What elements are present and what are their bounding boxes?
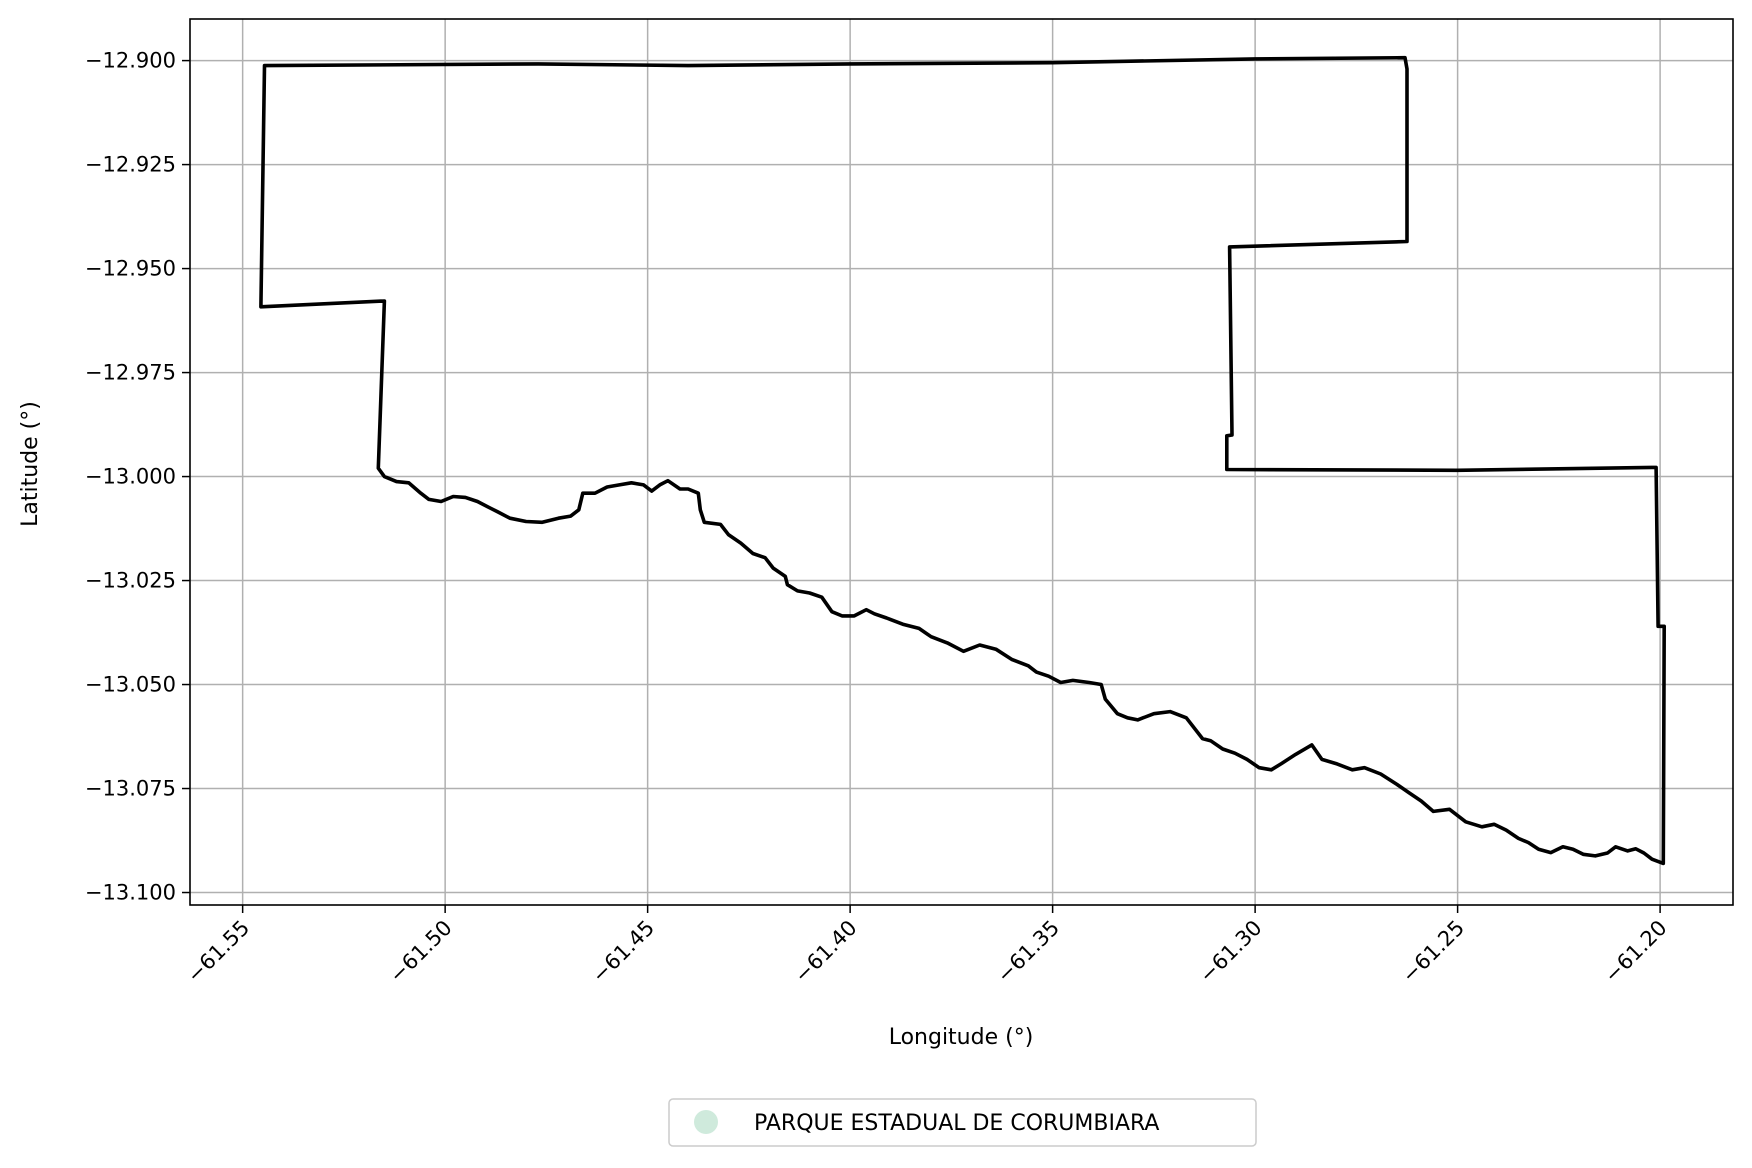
grid-lines [190, 19, 1733, 905]
x-tick-label: −61.45 [587, 916, 659, 988]
x-tick-label: −61.35 [992, 916, 1064, 988]
y-tick-label: −12.975 [85, 361, 176, 385]
y-tick-label: −13.025 [85, 569, 176, 593]
legend-label: PARQUE ESTADUAL DE CORUMBIARA [754, 1111, 1159, 1136]
y-axis-ticks: −12.900 −12.925 −12.950 −12.975 −13.000 −13.0… [85, 49, 190, 905]
x-axis-label: Longitude (°) [889, 1025, 1034, 1050]
legend: PARQUE ESTADUAL DE CORUMBIARA [668, 1098, 1257, 1147]
legend-frame [668, 1098, 1257, 1147]
boundary-layer [259, 55, 1666, 866]
x-axis-ticks: −61.55 −61.50 −61.45 −61.40 −61.35 −61.30 −61.… [182, 905, 1672, 988]
y-tick-label: −13.050 [85, 673, 176, 697]
y-tick-label: −13.000 [85, 465, 176, 489]
x-tick-label: −61.50 [385, 916, 457, 988]
x-tick-label: −61.20 [1600, 916, 1672, 988]
y-tick-label: −13.100 [85, 881, 176, 905]
x-tick-label: −61.55 [182, 916, 254, 988]
plot-area-frame [189, 18, 1734, 906]
y-tick-label: −12.900 [85, 49, 176, 73]
y-axis-label: Latitude (°) [18, 401, 43, 527]
x-tick-label: −61.40 [790, 916, 862, 988]
x-tick-label: −61.25 [1397, 916, 1469, 988]
legend-marker [694, 1110, 718, 1134]
park-boundary-line [259, 55, 1666, 866]
x-tick-label: −61.30 [1195, 916, 1267, 988]
y-tick-label: −13.075 [85, 777, 176, 801]
y-tick-label: −12.950 [85, 257, 176, 281]
y-tick-label: −12.925 [85, 153, 176, 177]
